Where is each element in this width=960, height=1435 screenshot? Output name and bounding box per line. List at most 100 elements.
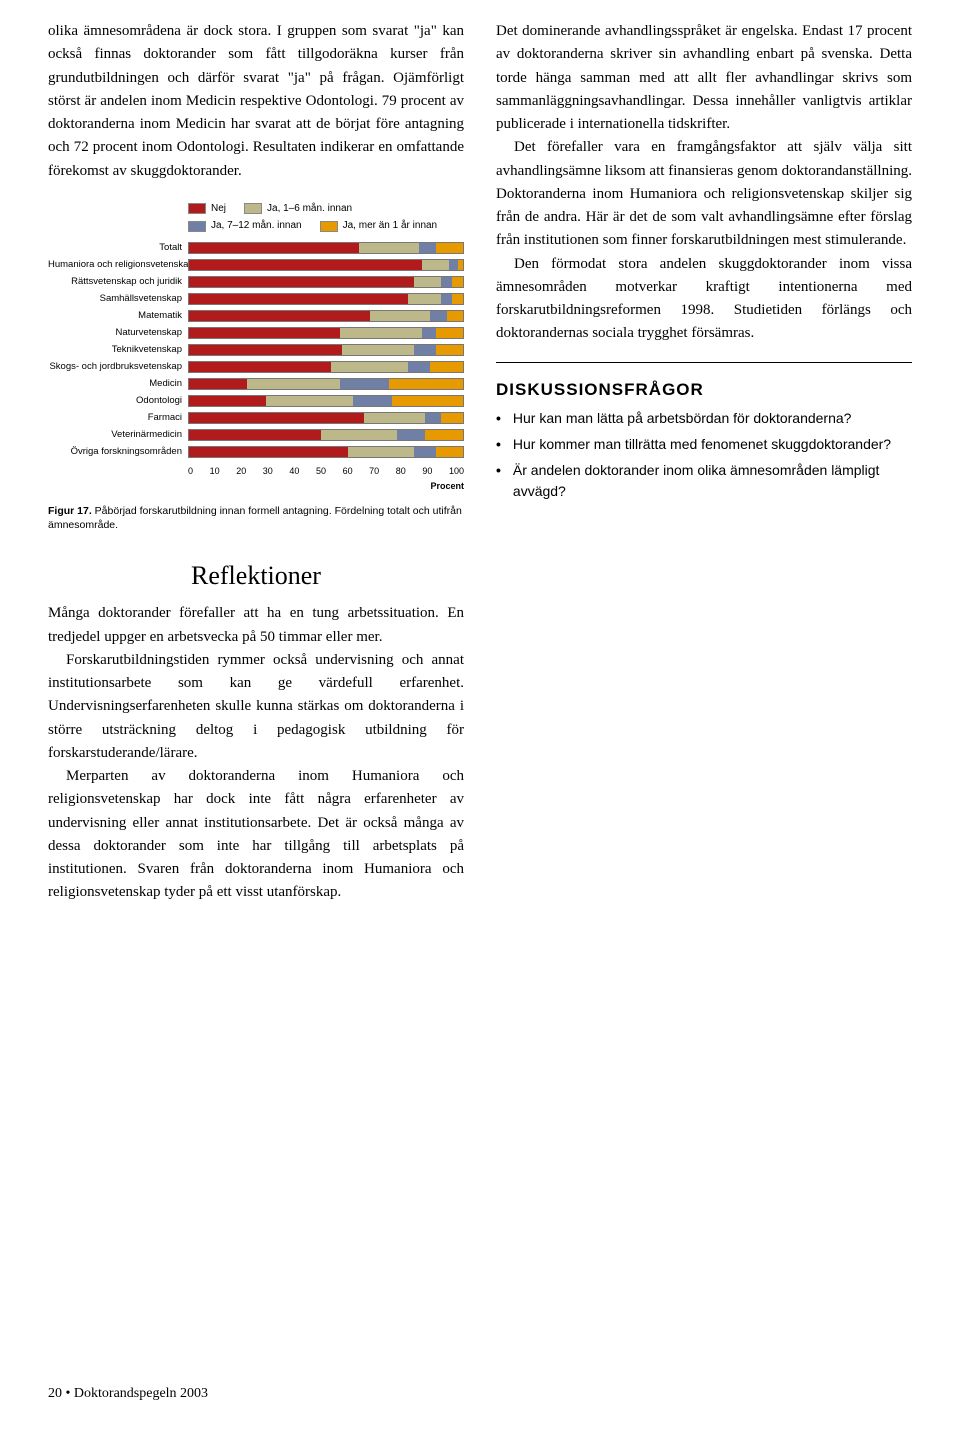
chart-row: Humaniora och religionsvetenskap [48,257,464,274]
chart-row-bar [188,395,464,407]
chart-row-label: Medicin [48,377,188,392]
bar-segment [370,311,430,321]
refl-p1: Många doktorander förefaller att ha en t… [48,602,464,649]
discussion-question: Hur kan man lätta på arbetsbördan för do… [496,408,912,429]
bar-segment [189,413,364,423]
chart-row: Farmaci [48,410,464,427]
reflections-heading: Reflektioner [48,556,464,596]
bar-segment [452,294,463,304]
chart-row-bar [188,310,464,322]
chart-row-label: Teknikvetenskap [48,343,188,358]
bar-segment [458,260,463,270]
section-divider [496,362,912,363]
chart-row: Skogs- och jordbruksvetenskap [48,359,464,376]
chart-row-label: Farmaci [48,411,188,426]
bar-segment [422,328,436,338]
bar-segment [408,294,441,304]
chart-row-label: Totalt [48,241,188,256]
bar-segment [364,413,424,423]
legend-swatch [188,203,206,214]
bar-segment [340,328,422,338]
chart-row: Veterinärmedicin [48,427,464,444]
discussion-question-text: Hur kommer man tillrätta med fenomenet s… [513,434,891,455]
bar-segment [452,277,463,287]
bar-segment [353,396,391,406]
bar-segment [321,430,398,440]
bar-segment [189,243,359,253]
bar-segment [189,396,266,406]
bar-segment [441,277,452,287]
chart-row: Samhällsvetenskap [48,291,464,308]
bar-segment [414,447,436,457]
bar-segment [436,345,463,355]
axis-tick: 100 [449,465,464,479]
legend-item: Ja, mer än 1 år innan [320,218,438,234]
discussion-heading: DISKUSSIONSFRÅGOR [496,377,912,403]
bar-segment [425,413,441,423]
refl-p3: Merparten av doktoranderna inom Humanior… [48,765,464,905]
bar-segment [189,277,414,287]
chart-row: Teknikvetenskap [48,342,464,359]
bar-segment [436,243,463,253]
chart-row-label: Odontologi [48,394,188,409]
bar-segment [247,379,340,389]
bar-segment [441,413,463,423]
bar-segment [189,345,342,355]
bar-segment [340,379,389,389]
chart-row-label: Matematik [48,309,188,324]
axis-tick: 40 [289,465,299,479]
axis-tick: 30 [263,465,273,479]
axis-tick: 20 [236,465,246,479]
bar-segment [414,345,436,355]
chart-row-label: Skogs- och jordbruksvetenskap [48,360,188,375]
figure-number: Figur 17. [48,505,92,517]
bar-segment [397,430,424,440]
discussion-question: Hur kommer man tillrätta med fenomenet s… [496,434,912,455]
refl-p2: Forskarutbildningstiden rymmer också und… [48,649,464,765]
chart-row-label: Samhällsvetenskap [48,292,188,307]
chart-x-axis-label: Procent [188,480,464,494]
bar-segment [189,260,422,270]
chart-row-bar [188,344,464,356]
legend-swatch [188,221,206,232]
figure-caption-text: Påbörjad forskarutbildning innan formell… [48,505,462,531]
figure-caption: Figur 17. Påbörjad forskarutbildning inn… [48,504,464,532]
right-column: Det dominerande avhandlingsspråket är en… [496,20,912,905]
bar-segment [348,447,414,457]
axis-tick: 0 [188,465,193,479]
chart-row-bar [188,293,464,305]
legend-label: Ja, 7–12 mån. innan [211,218,302,234]
right-paragraph-3: Den förmodat stora andelen skuggdoktoran… [496,253,912,346]
legend-label: Ja, mer än 1 år innan [343,218,438,234]
chart-row-bar [188,429,464,441]
axis-tick: 80 [396,465,406,479]
axis-tick: 10 [210,465,220,479]
page-footer: 20 • Doktorandspegeln 2003 [48,1383,208,1405]
bar-segment [414,277,441,287]
chart-row-bar [188,378,464,390]
chart-row-bar [188,276,464,288]
bar-segment [425,430,463,440]
discussion-questions: Hur kan man lätta på arbetsbördan för do… [496,408,912,502]
chart-legend: NejJa, 1–6 mån. innanJa, 7–12 mån. innan… [48,201,464,234]
bar-segment [436,447,463,457]
bar-segment [342,345,413,355]
chart-row: Totalt [48,240,464,257]
bar-segment [408,362,430,372]
bar-segment [422,260,449,270]
discussion-question: Är andelen doktorander inom olika ämneso… [496,460,912,502]
chart-row-label: Rättsvetenskap och juridik [48,275,188,290]
bar-segment [189,311,370,321]
bar-segment [419,243,435,253]
bar-segment [441,294,452,304]
legend-swatch [320,221,338,232]
chart-row-bar [188,412,464,424]
bar-segment [389,379,463,389]
chart-row: Rättsvetenskap och juridik [48,274,464,291]
axis-tick: 90 [422,465,432,479]
bar-segment [189,294,408,304]
chart-row-bar [188,446,464,458]
legend-label: Ja, 1–6 mån. innan [267,201,352,217]
bar-segment [266,396,354,406]
bar-segment [189,328,340,338]
